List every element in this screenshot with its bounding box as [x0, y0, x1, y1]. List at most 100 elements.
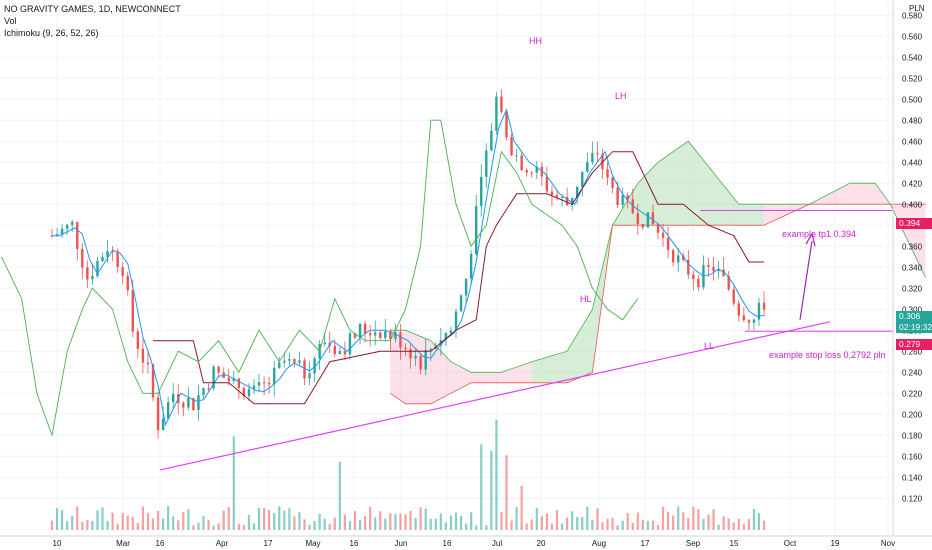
volume-bar [394, 514, 397, 530]
x-tick-label: Jun [395, 539, 408, 548]
label-take-profit: example tp1 0.394 [782, 229, 856, 239]
candle-body [727, 275, 730, 290]
volume-bar [449, 515, 453, 530]
candle-body [454, 311, 458, 331]
candle-body [379, 332, 382, 339]
volume-bar [187, 509, 190, 530]
candle-body [278, 362, 281, 368]
volume-bar [722, 516, 725, 530]
y-tick-label: 0.220 [902, 389, 923, 398]
candle-body [172, 394, 175, 403]
candle-body [323, 342, 326, 345]
volume-bar [737, 518, 740, 530]
candle-body [343, 351, 347, 355]
candle-body [606, 169, 609, 178]
y-tick-label: 0.420 [902, 179, 923, 188]
volume-bar [156, 511, 160, 530]
candle-body [353, 333, 357, 338]
volume-bar [177, 520, 180, 530]
candle-body [545, 176, 549, 192]
chikou-span-line [1, 119, 639, 437]
volume-bar [86, 520, 89, 530]
candle-body [697, 278, 700, 288]
volume-bar [571, 511, 574, 530]
label-lower-high: LH [615, 91, 627, 101]
candle-body [237, 378, 241, 389]
x-tick-label: Nov [881, 539, 895, 548]
volume-bar [121, 512, 124, 530]
currency-label: PLN [909, 4, 925, 13]
volume-bar [222, 510, 225, 530]
volume-bar [91, 520, 94, 530]
volume-legend: Vol [4, 16, 17, 26]
candle-body [671, 249, 675, 263]
volume-bar [167, 505, 170, 530]
volume-bar [535, 507, 538, 530]
volume-bar [470, 512, 473, 530]
candle-body [298, 360, 301, 363]
x-tick-label: May [305, 539, 320, 548]
volume-bar [358, 520, 362, 530]
volume-bar [55, 508, 59, 530]
volume-bar [172, 516, 175, 530]
candle-body [283, 360, 286, 363]
candle-body [560, 197, 564, 199]
cloud-bearish-zone-future [764, 183, 926, 278]
candle-body [692, 274, 695, 279]
time-axis[interactable]: 10 Mar 16 Apr 17 May 16 Jun 16 Jul 20 Aug 17 Sep 15 Oct… [0, 535, 932, 548]
volume-bar [207, 519, 210, 530]
y-tick-label: 0.540 [902, 53, 923, 62]
volume-bar [81, 521, 84, 530]
volume-bar [268, 510, 271, 530]
volume-bar [293, 516, 296, 530]
x-tick-label: 17 [264, 539, 273, 548]
candle-body [384, 331, 387, 339]
volume-bar [197, 522, 200, 530]
ichimoku-lines [1, 108, 765, 437]
volume-bar [288, 508, 291, 530]
volume-bar [76, 506, 79, 530]
y-tick-label: 0.160 [902, 452, 923, 461]
volume-bar [162, 518, 165, 530]
volume-bar [631, 522, 634, 530]
x-tick-label: Jul [492, 539, 502, 548]
candle-body [646, 212, 650, 228]
volume-bar [151, 518, 155, 530]
x-tick-label: 16 [156, 539, 165, 548]
volume-bar [257, 507, 261, 530]
candle-body [490, 130, 493, 151]
candle-body [333, 345, 336, 355]
volume-bar [454, 512, 458, 530]
volume-bar [505, 455, 508, 530]
candlesticks [50, 89, 766, 439]
volume-bar [752, 508, 756, 530]
candle-body [182, 402, 185, 408]
y-tick-label: 0.200 [902, 410, 923, 419]
ichimoku-legend: Ichimoku (9, 26, 52, 26) [4, 28, 99, 38]
candle-body [368, 333, 372, 336]
x-tick-label: 15 [730, 539, 739, 548]
candle-body [535, 166, 538, 173]
volume-bar [667, 511, 670, 530]
volume-bar [126, 515, 129, 530]
volume-bar [384, 518, 387, 530]
price-axis[interactable]: 0.580 0.560 0.540 0.520 0.500 0.480 0.460 0.440… [892, 0, 925, 536]
candle-body [293, 359, 296, 363]
volume-bar [232, 436, 235, 530]
volume-bar [581, 517, 584, 530]
volume-bar [318, 513, 321, 530]
grid [0, 0, 893, 536]
candle-body [404, 347, 407, 350]
volume-bar [414, 517, 417, 530]
y-tick-label: 0.300 [902, 305, 923, 314]
volume-bar [283, 510, 286, 530]
x-tick-label: Oct [784, 539, 797, 548]
candle-body [151, 364, 155, 398]
candle-body [475, 206, 478, 255]
candle-body [641, 223, 645, 228]
candle-body [520, 155, 523, 171]
volume-bar [540, 516, 543, 530]
volume-bar [732, 522, 735, 530]
volume-bar [641, 519, 644, 530]
